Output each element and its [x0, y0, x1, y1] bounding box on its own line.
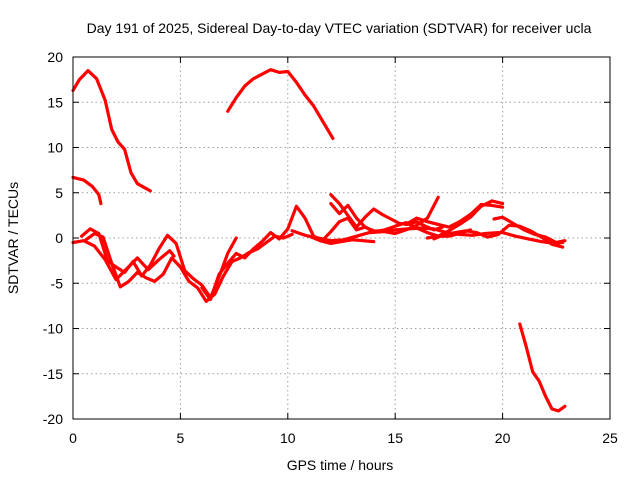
y-axis-label: SDTVAR / TECUs: [5, 182, 21, 294]
x-tick-label: 20: [495, 430, 511, 446]
y-tick-label: 0: [55, 230, 63, 246]
y-tick-label: -10: [43, 321, 63, 337]
x-tick-label: 5: [177, 430, 185, 446]
chart: 0 5 10 15 20 25 -20 -15 -10 -5 0 5 10 15 20 Day 191 of…: [0, 0, 640, 480]
y-tick-label: -15: [43, 366, 63, 382]
x-tick-label: 15: [387, 430, 403, 446]
y-tick-label: 15: [47, 94, 63, 110]
x-tick-label: 0: [69, 430, 77, 446]
x-tick-label: 25: [602, 430, 618, 446]
x-axis-label: GPS time / hours: [287, 457, 394, 473]
y-tick-label: -5: [51, 275, 64, 291]
chart-title: Day 191 of 2025, Sidereal Day-to-day VTE…: [87, 20, 592, 36]
y-tick-label: 10: [47, 140, 63, 156]
y-tick-label: 5: [55, 185, 63, 201]
x-tick-label: 10: [280, 430, 296, 446]
y-tick-label: 20: [47, 49, 63, 65]
y-tick-label: -20: [43, 411, 63, 427]
